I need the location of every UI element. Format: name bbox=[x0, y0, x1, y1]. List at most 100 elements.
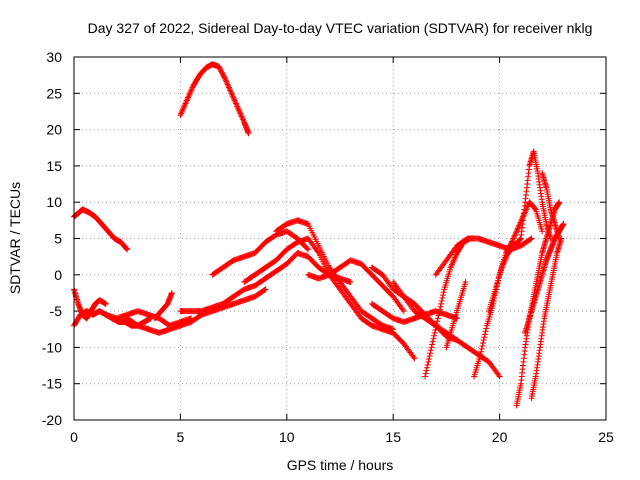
data-point bbox=[501, 257, 508, 264]
data-point bbox=[481, 334, 488, 341]
data-point bbox=[180, 104, 187, 111]
data-point bbox=[532, 205, 539, 212]
data-point bbox=[503, 254, 510, 261]
series-pass-z bbox=[528, 235, 565, 402]
y-tick-label: 15 bbox=[46, 158, 62, 174]
data-point bbox=[438, 300, 445, 307]
data-point bbox=[227, 88, 234, 95]
data-point bbox=[233, 101, 240, 108]
series-pass-n bbox=[368, 264, 503, 380]
data-point bbox=[509, 238, 516, 245]
data-point bbox=[232, 99, 239, 106]
data-point bbox=[499, 263, 506, 270]
data-point bbox=[234, 103, 241, 110]
data-point bbox=[122, 244, 129, 251]
data-point bbox=[507, 242, 514, 249]
data-point bbox=[481, 331, 488, 338]
data-point bbox=[454, 337, 461, 344]
data-point bbox=[511, 232, 518, 239]
data-point bbox=[177, 112, 184, 119]
data-point bbox=[477, 351, 484, 358]
data-point bbox=[427, 350, 434, 357]
data-point bbox=[512, 231, 519, 238]
data-point bbox=[539, 228, 546, 235]
data-point bbox=[231, 97, 238, 104]
data-point bbox=[428, 344, 435, 351]
data-point bbox=[183, 97, 190, 104]
data-point bbox=[314, 248, 321, 255]
data-point bbox=[227, 87, 234, 94]
data-point bbox=[528, 235, 535, 242]
data-point bbox=[560, 220, 567, 227]
data-points bbox=[71, 61, 567, 409]
data-point bbox=[433, 321, 440, 328]
data-point bbox=[178, 110, 185, 117]
data-point bbox=[480, 340, 487, 347]
y-tick-label: 10 bbox=[46, 194, 62, 210]
series-pass-b bbox=[177, 61, 252, 137]
data-point bbox=[431, 332, 438, 339]
data-point bbox=[410, 353, 417, 360]
data-point bbox=[439, 292, 446, 299]
data-point bbox=[478, 348, 485, 355]
data-point bbox=[189, 84, 196, 91]
data-point bbox=[424, 361, 431, 368]
y-tick-label: -15 bbox=[42, 376, 62, 392]
data-point bbox=[239, 116, 246, 123]
data-point bbox=[221, 74, 228, 81]
x-tick-label: 10 bbox=[279, 429, 295, 445]
data-point bbox=[462, 279, 469, 286]
data-point bbox=[182, 100, 189, 107]
data-point bbox=[185, 93, 192, 100]
data-point bbox=[236, 109, 243, 116]
data-point bbox=[430, 335, 437, 342]
data-point bbox=[432, 324, 439, 331]
data-point bbox=[185, 94, 192, 101]
x-tick-label: 25 bbox=[598, 429, 614, 445]
series-pass-p bbox=[422, 235, 473, 380]
data-point bbox=[399, 306, 406, 313]
data-point bbox=[500, 261, 507, 268]
data-point bbox=[434, 315, 441, 322]
data-point bbox=[225, 83, 232, 90]
data-point bbox=[226, 85, 233, 92]
series-pass-h bbox=[177, 250, 354, 315]
data-point bbox=[224, 80, 231, 87]
data-point bbox=[496, 373, 503, 380]
data-point bbox=[427, 347, 434, 354]
data-point bbox=[432, 326, 439, 333]
data-point bbox=[239, 114, 246, 121]
data-point bbox=[222, 75, 229, 82]
data-point bbox=[424, 364, 431, 371]
data-point bbox=[437, 303, 444, 310]
data-point bbox=[513, 228, 520, 235]
data-point bbox=[232, 100, 239, 107]
data-point bbox=[479, 342, 486, 349]
data-point bbox=[186, 91, 193, 98]
data-point bbox=[411, 355, 418, 362]
data-point bbox=[452, 254, 459, 261]
data-point bbox=[240, 117, 247, 124]
data-point bbox=[439, 295, 446, 302]
data-point bbox=[558, 235, 565, 242]
data-point bbox=[478, 345, 485, 352]
plot-frame bbox=[73, 56, 607, 421]
data-point bbox=[229, 93, 236, 100]
data-point bbox=[188, 85, 195, 92]
data-point bbox=[447, 264, 454, 271]
series-pass-y bbox=[513, 199, 563, 409]
data-point bbox=[225, 84, 232, 91]
data-point bbox=[188, 87, 195, 94]
data-point bbox=[452, 252, 459, 259]
data-point bbox=[515, 223, 522, 230]
data-point bbox=[390, 326, 397, 333]
data-point bbox=[556, 199, 563, 206]
data-point bbox=[187, 88, 194, 95]
data-point bbox=[179, 107, 186, 114]
series-pass-t bbox=[485, 235, 524, 315]
data-point bbox=[438, 297, 445, 304]
data-point bbox=[450, 257, 457, 264]
data-point bbox=[500, 260, 507, 267]
data-point bbox=[517, 236, 524, 243]
